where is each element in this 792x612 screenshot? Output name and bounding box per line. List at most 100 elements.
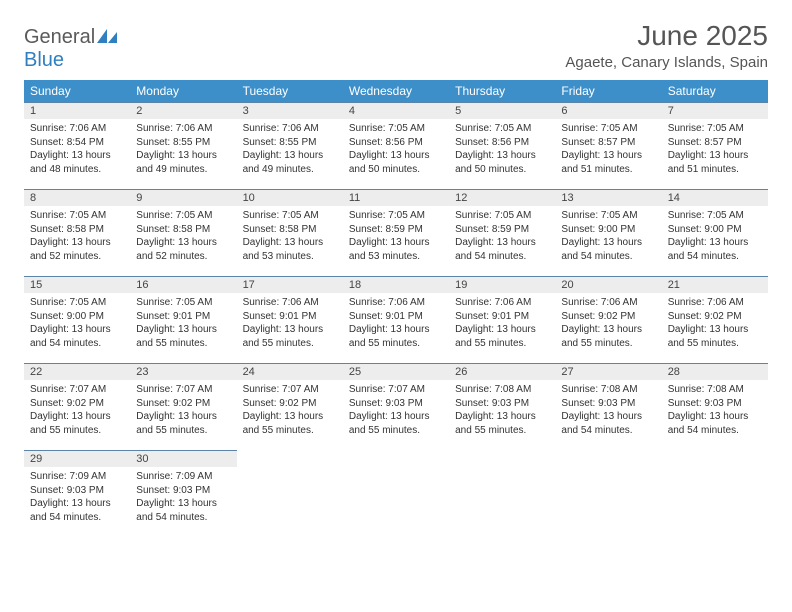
calendar-cell bbox=[237, 451, 343, 538]
sunrise-line: Sunrise: 7:05 AM bbox=[349, 209, 443, 223]
month-title: June 2025 bbox=[565, 20, 768, 52]
calendar-cell: 18Sunrise: 7:06 AMSunset: 9:01 PMDayligh… bbox=[343, 277, 449, 364]
day-details: Sunrise: 7:06 AMSunset: 9:01 PMDaylight:… bbox=[449, 293, 555, 354]
calendar-cell: 20Sunrise: 7:06 AMSunset: 9:02 PMDayligh… bbox=[555, 277, 661, 364]
sunset-line: Sunset: 9:02 PM bbox=[30, 397, 124, 411]
calendar-cell: 12Sunrise: 7:05 AMSunset: 8:59 PMDayligh… bbox=[449, 190, 555, 277]
sunrise-line: Sunrise: 7:05 AM bbox=[561, 209, 655, 223]
sunrise-line: Sunrise: 7:05 AM bbox=[455, 209, 549, 223]
sunrise-line: Sunrise: 7:09 AM bbox=[136, 470, 230, 484]
logo: General Blue bbox=[24, 26, 117, 72]
day-details: Sunrise: 7:08 AMSunset: 9:03 PMDaylight:… bbox=[662, 380, 768, 441]
daylight-line: Daylight: 13 hours and 55 minutes. bbox=[668, 323, 762, 350]
sunrise-line: Sunrise: 7:05 AM bbox=[243, 209, 337, 223]
calendar-cell: 6Sunrise: 7:05 AMSunset: 8:57 PMDaylight… bbox=[555, 103, 661, 190]
day-number: 8 bbox=[24, 190, 130, 206]
day-number: 14 bbox=[662, 190, 768, 206]
logo-text-gray: General bbox=[24, 26, 95, 48]
day-details: Sunrise: 7:06 AMSunset: 8:55 PMDaylight:… bbox=[237, 119, 343, 180]
calendar-cell: 25Sunrise: 7:07 AMSunset: 9:03 PMDayligh… bbox=[343, 364, 449, 451]
sunrise-line: Sunrise: 7:06 AM bbox=[561, 296, 655, 310]
logo-text-blue: Blue bbox=[24, 49, 64, 71]
daylight-line: Daylight: 13 hours and 55 minutes. bbox=[561, 323, 655, 350]
sunset-line: Sunset: 9:02 PM bbox=[561, 310, 655, 324]
daylight-line: Daylight: 13 hours and 51 minutes. bbox=[561, 149, 655, 176]
calendar-cell bbox=[662, 451, 768, 538]
daylight-line: Daylight: 13 hours and 51 minutes. bbox=[668, 149, 762, 176]
daylight-line: Daylight: 13 hours and 55 minutes. bbox=[349, 410, 443, 437]
calendar-table: SundayMondayTuesdayWednesdayThursdayFrid… bbox=[24, 80, 768, 537]
column-header: Thursday bbox=[449, 80, 555, 103]
daylight-line: Daylight: 13 hours and 52 minutes. bbox=[136, 236, 230, 263]
day-number: 21 bbox=[662, 277, 768, 293]
day-number: 4 bbox=[343, 103, 449, 119]
day-number: 22 bbox=[24, 364, 130, 380]
sunrise-line: Sunrise: 7:08 AM bbox=[561, 383, 655, 397]
day-details: Sunrise: 7:05 AMSunset: 8:58 PMDaylight:… bbox=[237, 206, 343, 267]
calendar-cell: 2Sunrise: 7:06 AMSunset: 8:55 PMDaylight… bbox=[130, 103, 236, 190]
daylight-line: Daylight: 13 hours and 54 minutes. bbox=[136, 497, 230, 524]
title-block: June 2025 Agaete, Canary Islands, Spain bbox=[565, 20, 768, 71]
calendar-cell: 15Sunrise: 7:05 AMSunset: 9:00 PMDayligh… bbox=[24, 277, 130, 364]
column-header: Saturday bbox=[662, 80, 768, 103]
day-number: 17 bbox=[237, 277, 343, 293]
day-number: 28 bbox=[662, 364, 768, 380]
calendar-cell: 26Sunrise: 7:08 AMSunset: 9:03 PMDayligh… bbox=[449, 364, 555, 451]
day-number: 29 bbox=[24, 451, 130, 467]
calendar-week-row: 22Sunrise: 7:07 AMSunset: 9:02 PMDayligh… bbox=[24, 364, 768, 451]
sunrise-line: Sunrise: 7:07 AM bbox=[136, 383, 230, 397]
calendar-cell bbox=[555, 451, 661, 538]
daylight-line: Daylight: 13 hours and 54 minutes. bbox=[668, 410, 762, 437]
column-header: Monday bbox=[130, 80, 236, 103]
day-details: Sunrise: 7:07 AMSunset: 9:03 PMDaylight:… bbox=[343, 380, 449, 441]
daylight-line: Daylight: 13 hours and 53 minutes. bbox=[243, 236, 337, 263]
sunset-line: Sunset: 9:00 PM bbox=[561, 223, 655, 237]
daylight-line: Daylight: 13 hours and 55 minutes. bbox=[136, 410, 230, 437]
day-details: Sunrise: 7:08 AMSunset: 9:03 PMDaylight:… bbox=[555, 380, 661, 441]
sunset-line: Sunset: 8:57 PM bbox=[561, 136, 655, 150]
day-details: Sunrise: 7:05 AMSunset: 8:58 PMDaylight:… bbox=[24, 206, 130, 267]
sunrise-line: Sunrise: 7:06 AM bbox=[136, 122, 230, 136]
calendar-cell: 24Sunrise: 7:07 AMSunset: 9:02 PMDayligh… bbox=[237, 364, 343, 451]
sunset-line: Sunset: 9:00 PM bbox=[668, 223, 762, 237]
daylight-line: Daylight: 13 hours and 55 minutes. bbox=[243, 410, 337, 437]
day-number: 15 bbox=[24, 277, 130, 293]
calendar-cell bbox=[449, 451, 555, 538]
sunrise-line: Sunrise: 7:05 AM bbox=[668, 209, 762, 223]
daylight-line: Daylight: 13 hours and 53 minutes. bbox=[349, 236, 443, 263]
day-details: Sunrise: 7:07 AMSunset: 9:02 PMDaylight:… bbox=[130, 380, 236, 441]
calendar-cell: 19Sunrise: 7:06 AMSunset: 9:01 PMDayligh… bbox=[449, 277, 555, 364]
calendar-cell: 16Sunrise: 7:05 AMSunset: 9:01 PMDayligh… bbox=[130, 277, 236, 364]
day-details: Sunrise: 7:08 AMSunset: 9:03 PMDaylight:… bbox=[449, 380, 555, 441]
sunrise-line: Sunrise: 7:06 AM bbox=[243, 122, 337, 136]
calendar-cell: 17Sunrise: 7:06 AMSunset: 9:01 PMDayligh… bbox=[237, 277, 343, 364]
day-number: 26 bbox=[449, 364, 555, 380]
day-details: Sunrise: 7:05 AMSunset: 9:00 PMDaylight:… bbox=[24, 293, 130, 354]
sunrise-line: Sunrise: 7:05 AM bbox=[30, 209, 124, 223]
calendar-page: General Blue June 2025 Agaete, Canary Is… bbox=[0, 0, 792, 557]
sunset-line: Sunset: 8:58 PM bbox=[30, 223, 124, 237]
calendar-cell bbox=[343, 451, 449, 538]
logo-sail-icon bbox=[97, 29, 117, 43]
calendar-week-row: 1Sunrise: 7:06 AMSunset: 8:54 PMDaylight… bbox=[24, 103, 768, 190]
sunrise-line: Sunrise: 7:05 AM bbox=[136, 296, 230, 310]
daylight-line: Daylight: 13 hours and 50 minutes. bbox=[349, 149, 443, 176]
column-header: Tuesday bbox=[237, 80, 343, 103]
calendar-cell: 3Sunrise: 7:06 AMSunset: 8:55 PMDaylight… bbox=[237, 103, 343, 190]
day-details: Sunrise: 7:06 AMSunset: 8:54 PMDaylight:… bbox=[24, 119, 130, 180]
column-header: Sunday bbox=[24, 80, 130, 103]
sunrise-line: Sunrise: 7:06 AM bbox=[668, 296, 762, 310]
daylight-line: Daylight: 13 hours and 54 minutes. bbox=[455, 236, 549, 263]
sunset-line: Sunset: 9:02 PM bbox=[136, 397, 230, 411]
day-number: 16 bbox=[130, 277, 236, 293]
logo-text: General Blue bbox=[24, 26, 117, 72]
calendar-cell: 28Sunrise: 7:08 AMSunset: 9:03 PMDayligh… bbox=[662, 364, 768, 451]
calendar-cell: 22Sunrise: 7:07 AMSunset: 9:02 PMDayligh… bbox=[24, 364, 130, 451]
day-number: 12 bbox=[449, 190, 555, 206]
day-details: Sunrise: 7:06 AMSunset: 8:55 PMDaylight:… bbox=[130, 119, 236, 180]
sunset-line: Sunset: 8:55 PM bbox=[136, 136, 230, 150]
sunset-line: Sunset: 8:58 PM bbox=[243, 223, 337, 237]
day-details: Sunrise: 7:05 AMSunset: 8:57 PMDaylight:… bbox=[662, 119, 768, 180]
day-number: 6 bbox=[555, 103, 661, 119]
daylight-line: Daylight: 13 hours and 54 minutes. bbox=[668, 236, 762, 263]
